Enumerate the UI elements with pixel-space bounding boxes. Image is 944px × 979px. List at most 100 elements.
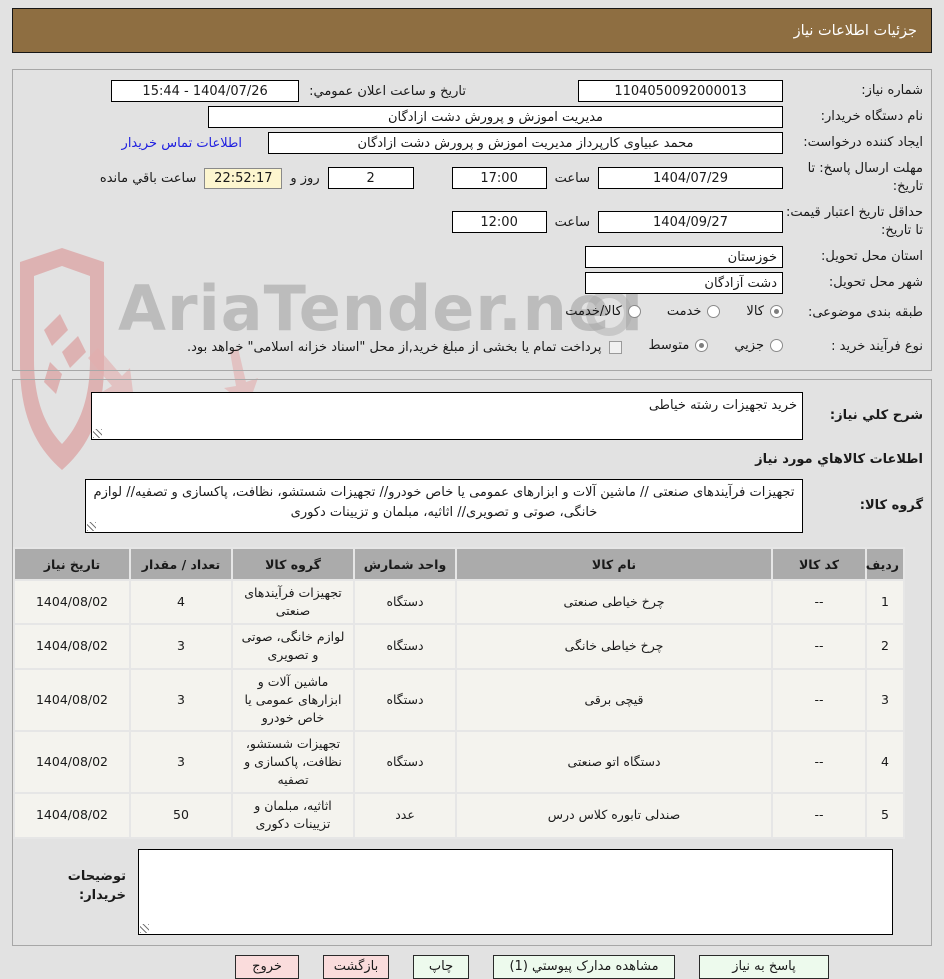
print-button[interactable]: چاپ	[413, 954, 469, 979]
table-cell: چرخ خیاطی صنعتی	[455, 578, 773, 626]
table-cell: دستگاه اتو صنعتی	[455, 729, 773, 795]
need-desc-text: خرید تجهیزات رشته خیاطی	[648, 398, 797, 413]
radio-label: متوسط	[648, 338, 690, 353]
goods-table-wrap: ردیف کد کالا نام کالا واحد شمارش گروه کالا تع…	[13, 547, 905, 839]
table-cell: 2	[865, 623, 905, 670]
table-cell: قیچی برقی	[455, 667, 773, 732]
buyer-contact-link[interactable]: اطلاعات تماس خریدار	[121, 135, 242, 151]
radio-icon[interactable]	[695, 339, 709, 352]
table-row: 2 -- چرخ خیاطی خانگی دستگاه لوازم خانگی، صوت…	[13, 623, 905, 670]
table-cell: عدد	[353, 792, 457, 839]
buyer-notes-row: توضیحات خریدار:	[21, 848, 923, 935]
radio-option[interactable]: کالا/خدمت	[565, 304, 641, 319]
validity-row: حداقل تاریخ اعتبار قیمت: تا تاریخ: 1404/…	[21, 202, 923, 242]
radio-label: خدمت	[666, 304, 702, 319]
resize-grip-icon[interactable]	[93, 429, 102, 438]
need-number-row: شماره نیاز: 1104050092000013 تاریخ و ساع…	[21, 80, 923, 102]
table-cell: 1404/08/02	[13, 792, 131, 839]
process-row: نوع فرآیند خرید : جزیي متوسط پرداخت تمام …	[21, 332, 923, 362]
radio-label: کالا/خدمت	[565, 304, 622, 319]
need-desc-textarea[interactable]: خرید تجهیزات رشته خیاطی	[91, 392, 803, 440]
city-label: شهر محل تحویل:	[828, 275, 923, 291]
process-options: جزیي متوسط	[622, 338, 783, 356]
table-cell: 3	[129, 729, 233, 795]
deadline-row: مهلت ارسال پاسخ: تا تاریخ: 1404/07/29 سا…	[21, 158, 923, 198]
exit-button[interactable]: خروج	[235, 954, 299, 979]
radio-label: کالا	[746, 304, 764, 319]
remaining-days-field[interactable]: 2	[327, 167, 414, 189]
table-cell: 4	[865, 729, 905, 795]
page-title: جزئیات اطلاعات نیاز	[793, 22, 917, 39]
radio-option[interactable]: جزیي	[734, 338, 783, 353]
table-cell: --	[771, 578, 867, 626]
action-buttons: پاسخ به نیاز مشاهده مدارک پیوستي (1) چاپ…	[0, 954, 944, 979]
radio-label: جزیي	[734, 338, 764, 353]
general-info-panel: شماره نیاز: 1104050092000013 تاریخ و ساع…	[12, 69, 932, 371]
table-cell: --	[771, 623, 867, 670]
deadline-hour-label: ساعت	[554, 170, 590, 186]
goods-group-text: تجهیزات فرآیندهای صنعتی // ماشین آلات و …	[93, 485, 795, 520]
radio-icon[interactable]	[627, 305, 641, 318]
table-cell: چرخ خیاطی خانگی	[455, 623, 773, 670]
validity-date-field[interactable]: 1404/09/27	[598, 211, 783, 233]
treasury-note: پرداخت تمام یا بخشی از مبلغ خرید,از محل …	[186, 339, 602, 355]
table-cell: لوازم خانگی، صوتی و تصویری	[231, 623, 355, 670]
deadline-label: مهلت ارسال پاسخ: تا تاریخ:	[807, 161, 923, 194]
table-cell: 4	[129, 578, 233, 626]
table-row: 5 -- صندلی تابوره کلاس درس عدد اثاثیه، مبلما…	[13, 792, 905, 839]
radio-option[interactable]: متوسط	[648, 338, 709, 353]
requester-field[interactable]: محمد عبیاوی کارپرداز مدیریت اموزش و پرور…	[268, 132, 783, 154]
buyer-org-row: نام دستگاه خریدار: مدیریت اموزش و پرورش …	[21, 106, 923, 128]
resize-grip-icon[interactable]	[87, 522, 96, 531]
radio-option[interactable]: کالا	[746, 304, 783, 319]
goods-group-row: گروه کالا: تجهیزات فرآیندهای صنعتی // ما…	[21, 479, 923, 533]
remaining-suffix-label: ساعت باقي مانده	[99, 170, 197, 186]
city-field[interactable]: دشت آزادگان	[585, 272, 783, 294]
resize-grip-icon[interactable]	[140, 923, 149, 933]
goods-group-label: گروه کالا:	[859, 498, 923, 514]
announce-field[interactable]: 1404/07/26 - 15:44	[111, 80, 300, 102]
buyer-notes-textarea[interactable]	[138, 848, 893, 935]
deadline-date-field[interactable]: 1404/07/29	[598, 167, 783, 189]
classification-options: کالا خدمت کالا/خدمت	[539, 304, 783, 322]
radio-icon[interactable]	[707, 305, 721, 318]
table-cell: ماشین آلات و ابزارهای عمومی یا خاص خودرو	[231, 667, 355, 732]
view-attachments-button[interactable]: مشاهده مدارک پیوستي (1)	[493, 954, 675, 979]
need-desc-row: شرح کلي نیاز: خرید تجهیزات رشته خیاطی	[21, 392, 923, 440]
table-cell: --	[771, 792, 867, 839]
table-header-cell: گروه کالا	[231, 547, 355, 581]
goods-group-textarea[interactable]: تجهیزات فرآیندهای صنعتی // ماشین آلات و …	[85, 479, 803, 533]
back-button[interactable]: بازگشت	[323, 954, 389, 979]
buyer-org-label: نام دستگاه خریدار:	[820, 109, 923, 125]
need-desc-label: شرح کلي نیاز:	[829, 408, 923, 424]
radio-option[interactable]: خدمت	[667, 304, 721, 319]
table-cell: --	[771, 729, 867, 795]
table-cell: 3	[865, 667, 905, 732]
treasury-checkbox[interactable]	[609, 340, 623, 354]
radio-icon[interactable]	[770, 305, 783, 318]
radio-icon[interactable]	[770, 339, 783, 352]
need-number-field[interactable]: 1104050092000013	[578, 80, 783, 102]
table-header-cell: ردیف	[865, 547, 905, 581]
table-row: 1 -- چرخ خیاطی صنعتی دستگاه تجهیزات فرآیندها…	[13, 578, 905, 626]
validity-time-field[interactable]: 12:00	[451, 211, 547, 233]
table-cell: تجهیزات شستشو، نظافت، پاکسازی و تصفیه	[231, 729, 355, 795]
respond-button[interactable]: پاسخ به نیاز	[699, 954, 829, 979]
buyer-org-field[interactable]: مدیریت اموزش و پرورش دشت ازادگان	[208, 106, 783, 128]
requester-row: ایجاد کننده درخواست: محمد عبیاوی کارپردا…	[21, 132, 923, 154]
page-header: جزئیات اطلاعات نیاز	[12, 8, 932, 53]
table-row: 3 -- قیچی برقی دستگاه ماشین آلات و ابزارهای …	[13, 667, 905, 732]
table-cell: اثاثیه، مبلمان و تزیینات دکوری	[231, 792, 355, 839]
table-cell: 3	[129, 623, 233, 670]
buyer-notes-label: توضیحات خریدار:	[67, 868, 126, 904]
table-header-cell: نام کالا	[455, 547, 773, 581]
table-row: 4 -- دستگاه اتو صنعتی دستگاه تجهیزات شستشو، …	[13, 729, 905, 795]
deadline-time-field[interactable]: 17:00	[451, 167, 547, 189]
classification-label: طبقه بندی موضوعی:	[807, 305, 923, 321]
process-label: نوع فرآیند خرید :	[831, 339, 923, 355]
table-cell: 50	[129, 792, 233, 839]
countdown-timer: 22:52:17	[204, 167, 283, 189]
goods-table: ردیف کد کالا نام کالا واحد شمارش گروه کالا تع…	[13, 547, 905, 839]
table-header-cell: واحد شمارش	[353, 547, 457, 581]
province-field[interactable]: خوزستان	[585, 246, 783, 268]
